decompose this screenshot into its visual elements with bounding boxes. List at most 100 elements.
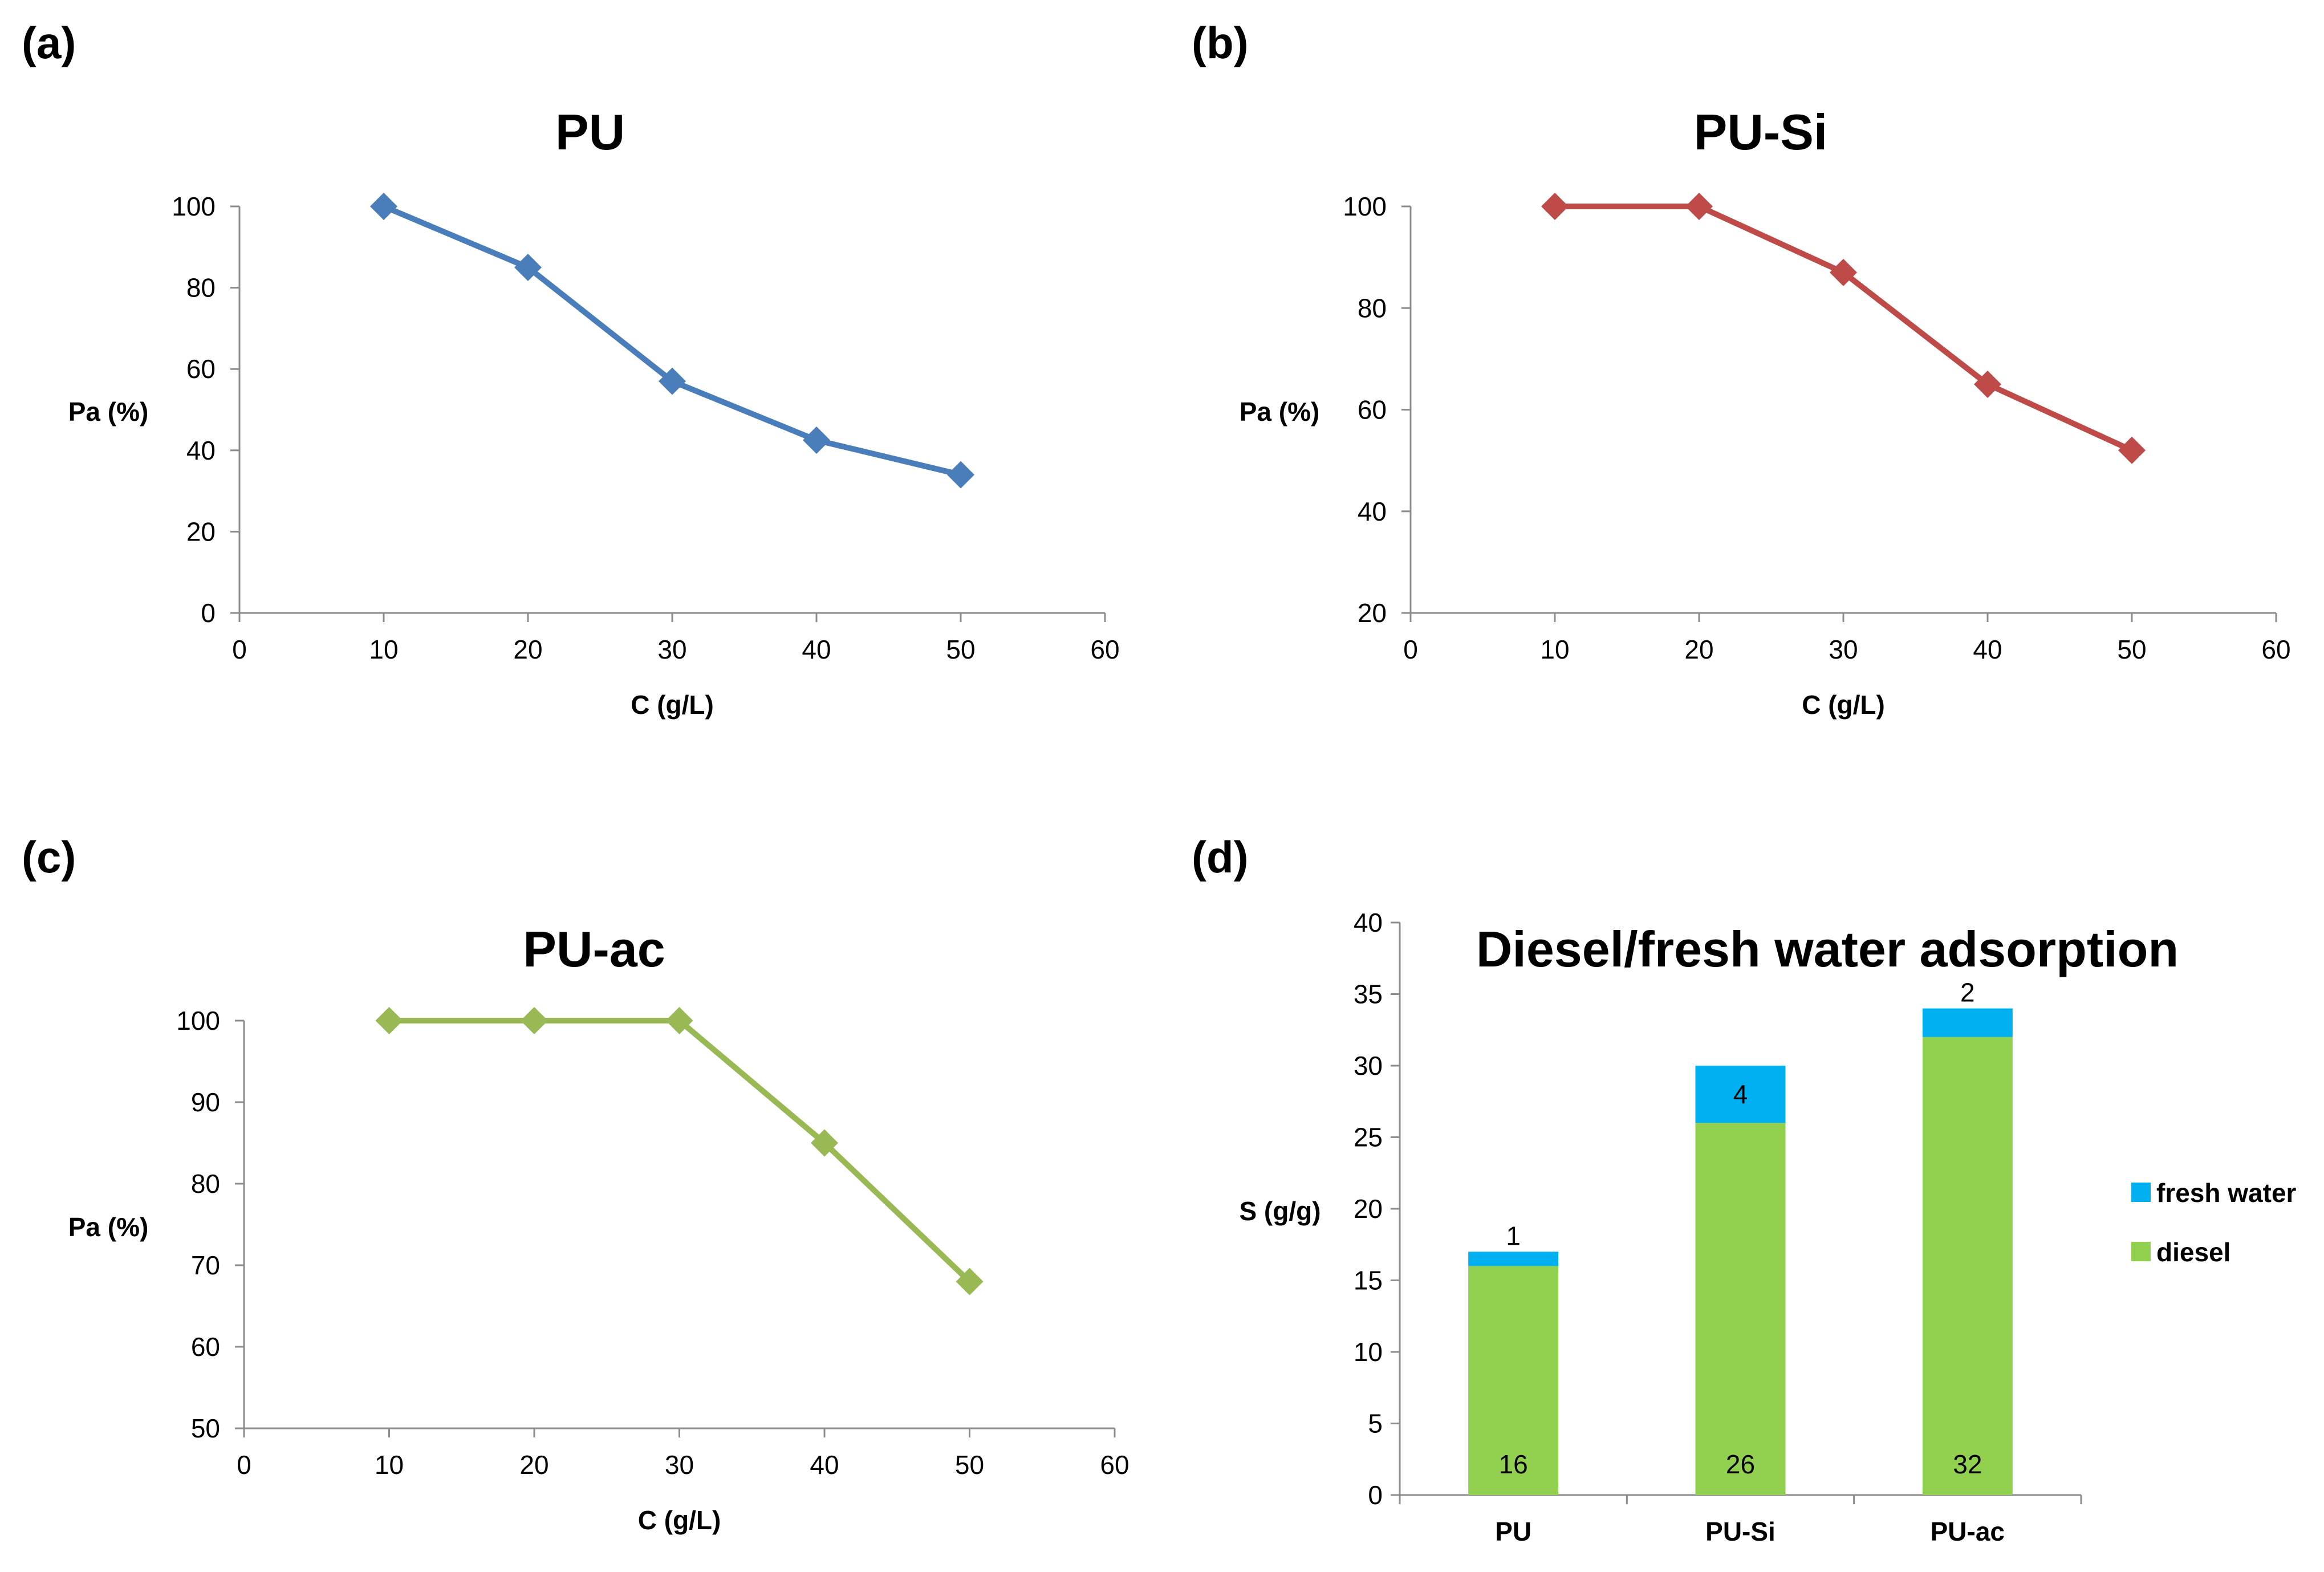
y-tick-label: 60	[1358, 395, 1387, 425]
bar-segment-fresh-water	[1468, 1252, 1559, 1266]
y-tick-label: 100	[172, 192, 216, 221]
y-tick-label: 60	[191, 1332, 220, 1362]
bar-segment-diesel	[1695, 1123, 1786, 1495]
x-tick-label: 50	[2117, 635, 2146, 664]
y-tick-label: 100	[176, 1006, 220, 1035]
line-chart-pu-ac: PU-ac 50 60 70 80 90 100 0 10 20 30 40 50 60 Pa (%) C (…	[68, 921, 1130, 1535]
y-tick-label: 0	[201, 598, 216, 628]
series-line	[383, 204, 962, 478]
series-line	[1555, 204, 2134, 453]
data-point-marker	[521, 1007, 548, 1034]
data-point-marker	[2118, 436, 2146, 464]
y-tick-label: 20	[1358, 598, 1387, 628]
y-tick-label: 60	[186, 354, 216, 384]
y-axis-title: Pa (%)	[68, 397, 149, 426]
y-tick-label: 80	[1358, 293, 1387, 323]
bar-segment-diesel	[1468, 1266, 1559, 1495]
x-tick-label: 10	[375, 1450, 404, 1480]
legend-swatch-fresh-water	[2131, 1183, 2151, 1202]
data-label-fresh-water: 1	[1506, 1221, 1521, 1250]
chart-title: PU-Si	[1694, 104, 1828, 160]
data-point-marker	[659, 367, 686, 395]
x-tick-label: 30	[657, 635, 686, 664]
data-label-diesel: 16	[1499, 1449, 1528, 1479]
bar-segment-diesel	[1922, 1037, 2013, 1495]
data-label-diesel: 26	[1726, 1449, 1755, 1479]
x-tick-label: 50	[946, 635, 975, 664]
x-tick-label: 10	[1540, 635, 1569, 664]
data-point-marker	[665, 1007, 693, 1034]
panel-letter-b: (b)	[1192, 18, 1249, 68]
y-tick-label: 30	[1354, 1051, 1383, 1081]
x-tick-label: 50	[955, 1450, 984, 1480]
chart-title: PU-ac	[523, 921, 665, 977]
data-point-marker	[375, 1007, 403, 1034]
line-chart-pu: PU 0 20 40 60 80 100 0 10 20 30 40 50 60 Pa (%) C (g/L)	[68, 104, 1120, 720]
data-point-marker	[370, 193, 397, 220]
legend-label: fresh water	[2156, 1178, 2297, 1208]
y-tick-label: 70	[191, 1250, 220, 1280]
chart-title: Diesel/fresh water adsorption	[1476, 921, 2179, 977]
y-tick-label: 100	[1343, 192, 1387, 221]
bar-segment-fresh-water	[1922, 1008, 2013, 1037]
data-point-marker	[811, 1129, 838, 1157]
x-tick-label: 60	[1100, 1450, 1129, 1480]
y-tick-label: 0	[1368, 1480, 1383, 1510]
x-tick-label: 20	[519, 1450, 549, 1480]
panel-letter-a: (a)	[22, 18, 76, 68]
x-tick-label: 30	[1829, 635, 1858, 664]
chart-title: PU	[555, 104, 625, 160]
series-line	[389, 1018, 972, 1284]
data-point-marker	[1541, 193, 1569, 220]
y-tick-label: 15	[1354, 1266, 1383, 1295]
x-category-label: PU-Si	[1705, 1517, 1775, 1546]
x-tick-label: 60	[2261, 635, 2290, 664]
line-chart-pu-si: PU-Si 20 40 60 80 100 0 10 20 30 40 50 60 Pa (%) C (g/…	[1240, 104, 2291, 720]
y-tick-label: 80	[191, 1169, 220, 1199]
data-point-marker	[1830, 258, 1857, 286]
x-tick-label: 60	[1090, 635, 1119, 664]
y-axis-title: Pa (%)	[1240, 397, 1320, 426]
data-point-marker	[1974, 370, 2001, 398]
x-tick-label: 40	[802, 635, 831, 664]
legend-label: diesel	[2156, 1237, 2230, 1267]
y-tick-label: 90	[191, 1087, 220, 1117]
y-tick-label: 5	[1368, 1409, 1383, 1439]
x-tick-label: 0	[1403, 635, 1418, 664]
x-tick-label: 30	[665, 1450, 694, 1480]
x-axis-title: C (g/L)	[638, 1505, 721, 1535]
data-point-marker	[947, 461, 974, 489]
data-point-marker	[803, 426, 830, 454]
data-point-marker	[1685, 193, 1713, 220]
x-category-label: PU-ac	[1931, 1517, 2005, 1546]
x-tick-label: 10	[369, 635, 398, 664]
y-axis-title: S (g/g)	[1239, 1196, 1321, 1226]
y-tick-label: 20	[1354, 1194, 1383, 1224]
y-tick-label: 40	[186, 436, 216, 465]
y-tick-label: 80	[186, 273, 216, 303]
stacked-bar-chart-adsorption: 0 5 10 15 20 25 30 35 40 16 1 PU 26 4 PU-Si 32 2 PU-ac Die…	[1239, 908, 2296, 1546]
x-tick-label: 20	[1684, 635, 1713, 664]
y-tick-label: 40	[1358, 497, 1387, 526]
data-point-marker	[514, 253, 542, 281]
legend-swatch-diesel	[2131, 1242, 2151, 1261]
data-point-marker	[956, 1268, 984, 1295]
x-tick-label: 40	[1973, 635, 2002, 664]
panel-letter-c: (c)	[22, 832, 76, 882]
x-tick-label: 0	[237, 1450, 251, 1480]
y-tick-label: 35	[1354, 980, 1383, 1009]
data-label-fresh-water: 2	[1960, 978, 1975, 1008]
y-axis-title: Pa (%)	[68, 1212, 149, 1242]
panel-letter-d: (d)	[1192, 832, 1249, 882]
y-tick-label: 25	[1354, 1123, 1383, 1152]
x-tick-label: 40	[810, 1450, 839, 1480]
x-tick-label: 20	[513, 635, 542, 664]
y-tick-label: 10	[1354, 1337, 1383, 1367]
x-category-label: PU	[1495, 1517, 1531, 1546]
x-tick-label: 0	[232, 635, 247, 664]
data-label-fresh-water: 4	[1733, 1079, 1748, 1109]
y-tick-label: 40	[1354, 908, 1383, 937]
bar-segment-fresh-water	[1695, 1066, 1786, 1123]
x-axis-title: C (g/L)	[631, 690, 714, 720]
